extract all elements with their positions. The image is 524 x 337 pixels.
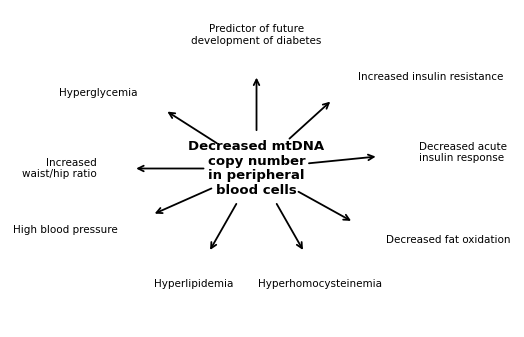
Text: Increased insulin resistance: Increased insulin resistance [357, 72, 503, 82]
Text: Decreased acute
insulin response: Decreased acute insulin response [419, 142, 507, 163]
Text: Hyperlipidemia: Hyperlipidemia [154, 279, 233, 289]
Text: Hyperglycemia: Hyperglycemia [59, 88, 138, 98]
Text: Decreased mtDNA
copy number
in peripheral
blood cells: Decreased mtDNA copy number in periphera… [189, 140, 324, 197]
Text: Hyperhomocysteinemia: Hyperhomocysteinemia [258, 279, 381, 289]
Text: Predictor of future
development of diabetes: Predictor of future development of diabe… [191, 24, 322, 46]
Text: Increased
waist/hip ratio: Increased waist/hip ratio [22, 158, 97, 179]
Text: Decreased fat oxidation: Decreased fat oxidation [386, 235, 510, 245]
Text: High blood pressure: High blood pressure [13, 225, 117, 235]
